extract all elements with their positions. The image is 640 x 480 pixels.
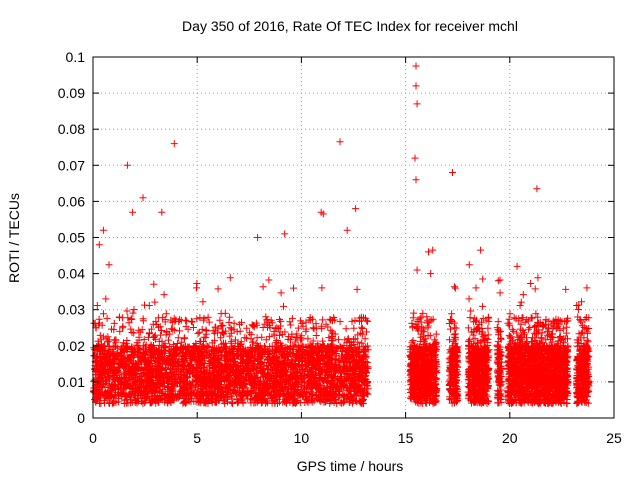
x-tick-label: 20 [502, 430, 518, 446]
y-tick-label: 0.05 [58, 230, 85, 246]
x-tick-label: 0 [89, 430, 97, 446]
axes [92, 56, 615, 419]
scatter-markers [89, 62, 593, 408]
data-points [89, 62, 593, 408]
y-axis-label: ROTI / TECUs [6, 193, 22, 283]
y-tick-label: 0.03 [58, 302, 85, 318]
x-tick-labels: 0 5 10 15 20 25 [89, 430, 622, 446]
x-tick-label: 25 [606, 430, 622, 446]
x-tick-label: 5 [193, 430, 201, 446]
y-tick-labels: 0 0.01 0.02 0.03 0.04 0.05 0.06 0.07 0.08 0.09 0.1 [58, 49, 85, 426]
x-tick-label: 15 [398, 430, 414, 446]
x-tick-label: 10 [294, 430, 310, 446]
y-tick-label: 0.1 [66, 49, 86, 65]
y-tick-label: 0.07 [58, 157, 85, 173]
chart-title: Day 350 of 2016, Rate Of TEC Index for r… [182, 18, 518, 34]
x-axis-label: GPS time / hours [297, 458, 404, 474]
y-tick-label: 0.02 [58, 338, 85, 354]
y-tick-label: 0.04 [58, 266, 85, 282]
y-tick-label: 0.09 [58, 85, 85, 101]
y-tick-label: 0.06 [58, 193, 85, 209]
y-tick-label: 0.08 [58, 121, 85, 137]
y-tick-label: 0.01 [58, 374, 85, 390]
y-tick-label: 0 [77, 410, 85, 426]
